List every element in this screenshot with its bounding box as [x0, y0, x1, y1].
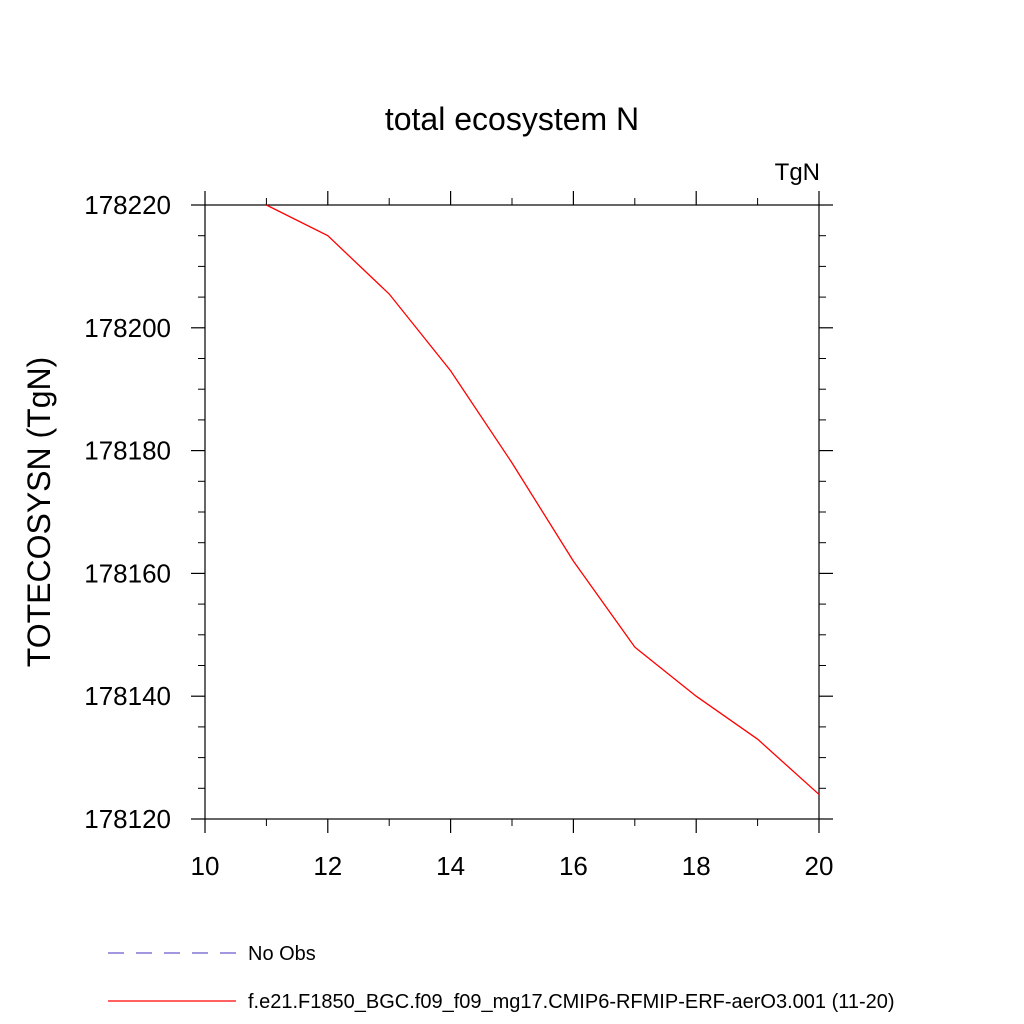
x-tick-label: 16 [559, 851, 588, 881]
x-tick-label: 12 [313, 851, 342, 881]
tick-labels: 10 12 14 16 18 20 178120 178140 178160 178180 1782… [84, 190, 833, 881]
legend-label-1: f.e21.F1850_BGC.f09_f09_mg17.CMIP6-RFMIP… [248, 991, 895, 1013]
y-tick-label: 178160 [84, 558, 171, 588]
y-tick-label: 178220 [84, 190, 171, 220]
y-tick-label: 178180 [84, 436, 171, 466]
plot-frame [204, 204, 820, 820]
y-tick-label: 178200 [84, 313, 171, 343]
x-tick-label: 10 [191, 851, 220, 881]
y-tick-label: 178120 [84, 804, 171, 834]
series-line-1 [266, 204, 820, 795]
x-tick-label: 20 [805, 851, 834, 881]
y-tick-label: 178140 [84, 681, 171, 711]
chart-title: total ecosystem N [385, 101, 639, 137]
legend: No Obs f.e21.F1850_BGC.f09_f09_mg17.CMIP6… [108, 943, 895, 1013]
y-axis-label: TOTECOSYSN (TgN) [21, 357, 57, 668]
x-tick-label: 14 [436, 851, 465, 881]
series-lines [266, 204, 820, 795]
x-tick-label: 18 [682, 851, 711, 881]
axis-ticks [191, 191, 833, 833]
units-label: TgN [775, 159, 820, 186]
legend-label-0: No Obs [248, 943, 316, 965]
